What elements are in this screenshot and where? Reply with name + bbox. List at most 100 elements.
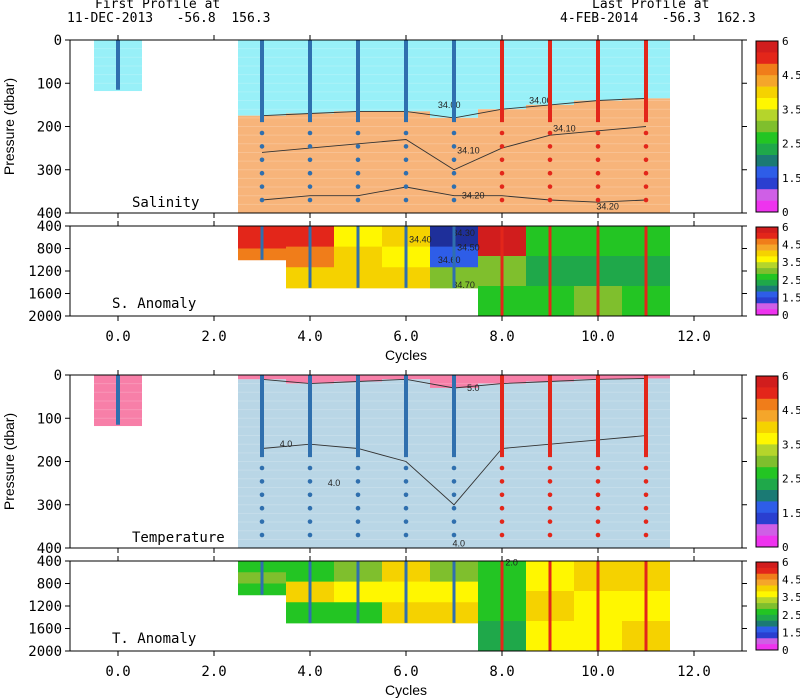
profile-dot bbox=[547, 492, 553, 498]
contour-label: 34.30 bbox=[452, 228, 475, 238]
colorbar-tick-label: 3.5 bbox=[782, 438, 800, 451]
y-axis-label: Pressure (dbar) bbox=[1, 413, 17, 510]
contour-label: 4.0 bbox=[328, 478, 341, 488]
colorbar-frame bbox=[755, 561, 779, 651]
colorbar-swatch bbox=[756, 387, 778, 400]
colorbar-swatch bbox=[756, 75, 778, 87]
profile-dot bbox=[259, 130, 265, 136]
profile-dot bbox=[355, 130, 361, 136]
panel-title: Salinity bbox=[132, 195, 199, 211]
colorbar-swatch bbox=[756, 467, 778, 479]
data-cell bbox=[382, 111, 430, 213]
profile-dot bbox=[259, 184, 265, 189]
last-profile-label: Last Profile at bbox=[592, 0, 710, 12]
profile-dot bbox=[499, 197, 505, 203]
colorbar-tick-label: 3.5 bbox=[782, 256, 800, 269]
profile-dot bbox=[643, 184, 649, 189]
colorbar-tick-label: 4.5 bbox=[782, 404, 800, 417]
y-tick-label: 2000 bbox=[28, 309, 62, 325]
y-tick-label: 300 bbox=[37, 498, 62, 514]
colorbar-swatch bbox=[756, 620, 778, 627]
contour-label: 4.0 bbox=[453, 539, 466, 549]
colorbar-swatch bbox=[756, 444, 778, 457]
profile-dot bbox=[259, 170, 265, 176]
profile-dot bbox=[259, 465, 265, 471]
colorbar-swatch bbox=[756, 262, 778, 269]
profile-dot bbox=[307, 505, 313, 511]
profile-dot bbox=[451, 532, 457, 538]
profile-dot bbox=[595, 170, 601, 176]
profile-dot bbox=[403, 157, 409, 163]
colorbar-swatch bbox=[756, 579, 778, 586]
profile-dot bbox=[259, 197, 265, 203]
profile-dot bbox=[451, 130, 457, 136]
x-tick-label: 8.0 bbox=[489, 664, 514, 680]
profile-dot bbox=[595, 144, 601, 149]
profile-dot bbox=[499, 144, 505, 149]
colorbar-swatch bbox=[756, 433, 778, 445]
profile-dot bbox=[451, 144, 457, 149]
colorbar-swatch bbox=[756, 644, 778, 651]
colorbar-swatch bbox=[756, 227, 778, 234]
profile-dot bbox=[403, 532, 409, 538]
colorbar-swatch bbox=[756, 585, 778, 592]
profile-dot bbox=[547, 130, 553, 136]
profile-dot bbox=[451, 157, 457, 163]
profile-dot bbox=[547, 144, 553, 149]
colorbar-swatch bbox=[756, 614, 778, 621]
colorbar-swatch bbox=[756, 273, 778, 281]
panel-t-anomaly: 2.0 400 800 1200 1600 2000 T. Anomaly 6 4.5 3.5 2.… bbox=[28, 554, 800, 660]
profile-dot bbox=[451, 197, 457, 203]
profile-dot bbox=[307, 130, 313, 136]
colorbar-tick-label: 6 bbox=[782, 370, 789, 383]
profile-dot bbox=[403, 505, 409, 511]
profile-dot bbox=[451, 184, 457, 189]
x-tick-label: 4.0 bbox=[297, 329, 322, 345]
profile-dot bbox=[499, 465, 505, 471]
colorbar-swatch bbox=[756, 177, 778, 190]
profile-dot bbox=[307, 144, 313, 149]
colorbar-swatch bbox=[756, 309, 778, 316]
colorbar-swatch bbox=[756, 303, 778, 310]
contour-label: 4.0 bbox=[280, 439, 293, 449]
profile-dot bbox=[547, 519, 553, 524]
colorbar-tick-label: 1.5 bbox=[782, 507, 800, 520]
profile-dot bbox=[307, 519, 313, 524]
panel-s-anomaly: 34.30 34.40 34.50 34.60 34.70 400 800 1200 1600 2… bbox=[28, 219, 800, 325]
x-axis-label: Cycles bbox=[385, 347, 427, 363]
colorbar-swatch bbox=[756, 591, 778, 598]
x-axis-group: 0.0 2.0 4.0 6.0 8.0 10.0 12.0 Cycles bbox=[105, 329, 711, 363]
colorbar-swatch bbox=[756, 501, 778, 514]
colorbar-swatch bbox=[756, 250, 778, 257]
colorbar-frame bbox=[755, 226, 779, 316]
profile-dot bbox=[643, 130, 649, 136]
profile-dot bbox=[403, 492, 409, 498]
colorbar-swatch bbox=[756, 524, 778, 536]
x-tick-label: 0.0 bbox=[105, 329, 130, 345]
colorbar-swatch bbox=[756, 98, 778, 110]
profile-dot bbox=[547, 170, 553, 176]
profile-dot bbox=[499, 532, 505, 538]
profile-dot bbox=[259, 144, 265, 149]
profile-dot bbox=[355, 519, 361, 524]
colorbar-swatch bbox=[756, 567, 778, 575]
x-tick-label: 2.0 bbox=[201, 664, 226, 680]
profile-dot bbox=[307, 479, 313, 484]
contour-label: 34.10 bbox=[553, 124, 576, 134]
profile-dot bbox=[547, 184, 553, 189]
profile-dot bbox=[643, 197, 649, 203]
colorbar-frame bbox=[755, 40, 779, 213]
profile-dot bbox=[643, 532, 649, 538]
colorbar-swatch bbox=[756, 297, 778, 304]
colorbar-swatch bbox=[756, 52, 778, 65]
y-tick-label: 1600 bbox=[28, 622, 62, 638]
profile-dot bbox=[499, 184, 505, 189]
profile-dot bbox=[403, 197, 409, 203]
profile-dot bbox=[643, 157, 649, 163]
colorbar-swatch bbox=[756, 232, 778, 240]
panel-title: S. Anomaly bbox=[112, 296, 196, 312]
colorbar-swatch bbox=[756, 562, 778, 569]
x-tick-label: 2.0 bbox=[201, 329, 226, 345]
y-tick-label: 1600 bbox=[28, 287, 62, 303]
profile-dot bbox=[595, 519, 601, 524]
